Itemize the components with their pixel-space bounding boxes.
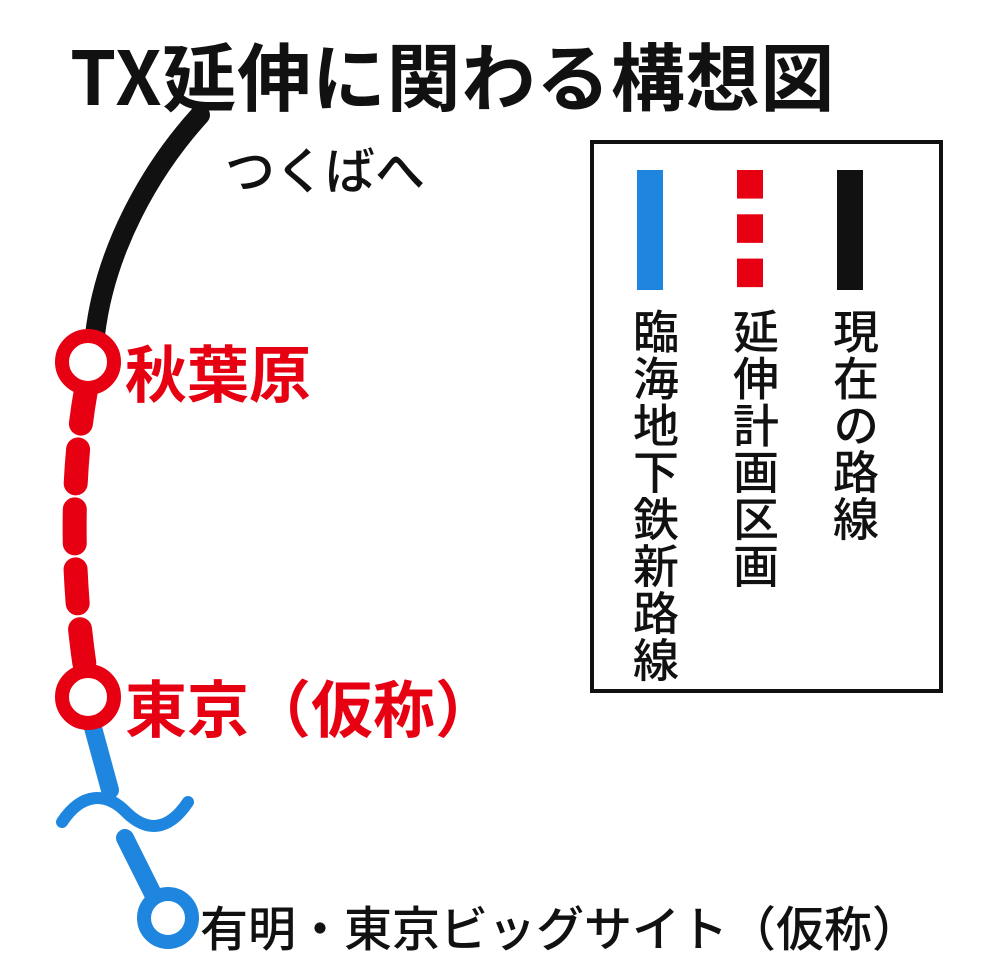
route-rinkai-top [92, 724, 110, 790]
station-akihabara [62, 336, 114, 388]
station-ariake [144, 894, 192, 942]
label-ariake: 有明・東京ビッグサイト（仮称） [200, 890, 920, 960]
station-tokyo [62, 671, 114, 723]
label-tokyo: 東京（仮称） [125, 660, 497, 750]
legend-label-extension: 延伸計画区画 [723, 308, 789, 590]
legend-col-existing: 現在の路線 [823, 308, 889, 543]
diagram-canvas: TX延伸に関わる構想図 つくばへ 秋葉原 東京（仮称） 有明・東京ビッグサイト（… [0, 0, 1000, 977]
legend-col-rinkai: 臨海地下鉄新路線 [623, 308, 689, 683]
diagram-title: TX延伸に関わる構想図 [70, 20, 835, 127]
legend-label-rinkai: 臨海地下鉄新路線 [623, 308, 689, 683]
label-akihabara: 秋葉原 [125, 325, 311, 415]
route-extension [75, 390, 86, 668]
legend-col-extension: 延伸計画区画 [723, 308, 789, 590]
route-break-tilde [62, 798, 188, 826]
route-existing [95, 115, 200, 335]
route-rinkai-bottom [125, 838, 155, 898]
label-tsukuba: つくばへ [225, 132, 425, 204]
legend-label-existing: 現在の路線 [823, 308, 889, 543]
